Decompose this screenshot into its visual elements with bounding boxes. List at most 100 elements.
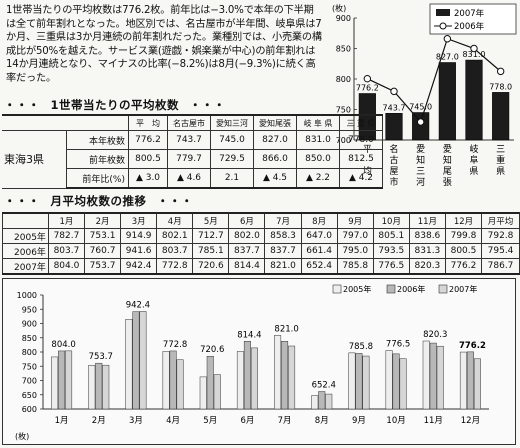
table-row: 2007年 804.0 753.7 942.4 772.8 720.6 814.4 821.0… — [2, 258, 520, 275]
table-cell: ▲ 4.2 — [339, 168, 383, 189]
x-category-label: 県 — [496, 166, 505, 177]
table-row: 2005年 782.7 753.1 914.9 802.1 712.7 802.0 858.3… — [2, 228, 520, 244]
bar-2006 — [466, 351, 474, 410]
data-label: 820.3 — [423, 330, 447, 340]
legend-label-2006: 2006年 — [454, 21, 485, 32]
table-cell: 799.8 — [444, 228, 483, 244]
table-cell: 753.1 — [84, 228, 122, 244]
y-unit-label: (枚) — [332, 3, 346, 13]
monthly-average-chart: 600 650 700 750 800 850 900 950 1000 (枚) 804.0 1月 75… — [15, 284, 489, 441]
table-cell: 795.4 — [481, 243, 520, 259]
bar-2006 — [58, 350, 66, 410]
row-label: 2005年 — [2, 228, 49, 244]
x-category-label: 6月 — [240, 416, 254, 426]
table-cell: 745.0 — [210, 130, 254, 150]
x-category-label: 9月 — [352, 416, 366, 426]
y-tick-label: 700 — [22, 377, 37, 386]
x-category-label: 三 — [416, 167, 425, 177]
x-category-label: 古 — [389, 154, 398, 166]
data-label: 776.2 — [459, 341, 486, 351]
bar-2005 — [199, 376, 207, 410]
data-label: 745.0 — [409, 103, 432, 112]
table-cell: 785.8 — [336, 258, 374, 275]
bar-2005 — [51, 356, 59, 410]
table-cell: 803.7 — [156, 243, 194, 259]
legend-label-2006年: 2006年 — [397, 284, 425, 294]
x-category-label: 三 — [496, 145, 505, 155]
legend-label-2005年: 2005年 — [343, 284, 371, 294]
column-header: 9月 — [336, 212, 374, 229]
column-header: 岐 阜 県 — [296, 114, 340, 131]
data-label: 772.8 — [163, 340, 187, 350]
bar-2007 — [362, 355, 370, 410]
table-cell: 786.7 — [481, 258, 520, 275]
legend-swatch-2006年 — [386, 284, 396, 294]
table-cell: 850.0 — [296, 149, 340, 169]
section-heading-monthly-trend: ・・・ 月平均枚数の推移 ・・・ — [4, 193, 193, 209]
x-category-label: 1月 — [55, 416, 69, 426]
bar-2005 — [311, 395, 319, 410]
legend-swatch-2007 — [436, 9, 450, 16]
column-header: 名古屋市 — [167, 114, 211, 131]
table-row: 前年比(%) ▲ 3.0 ▲ 4.6 2.1 ▲ 4.5 ▲ 2.2 ▲ 4.2 — [2, 168, 383, 189]
bar-2007 — [176, 359, 184, 410]
section-dots-left: ・・・ — [4, 194, 40, 208]
table-cell: 792.8 — [481, 228, 520, 244]
x-category-label: 岐 — [469, 143, 478, 155]
data-label: 743.7 — [383, 103, 406, 112]
bar-2006 — [132, 311, 140, 410]
table-cell: 831.3 — [408, 243, 446, 259]
column-header: 1月 — [47, 212, 86, 229]
monthly-chart-frame: 600 650 700 750 800 850 900 950 1000 (枚) 804.0 1月 75… — [2, 278, 516, 445]
group-label: 東海3県 — [2, 130, 67, 189]
bar-2005 — [88, 365, 96, 410]
table-cell: 779.7 — [167, 149, 211, 169]
table-cell: 800.5 — [128, 149, 168, 169]
x-category-label: 12月 — [461, 416, 480, 426]
x-category-label: 愛 — [443, 143, 452, 155]
x-category-label: 名 — [389, 143, 398, 155]
table-cell: 729.5 — [210, 149, 254, 169]
series-line-2006 — [367, 37, 502, 124]
data-label: 804.0 — [51, 340, 75, 350]
x-category-label: 張 — [443, 177, 452, 188]
column-header: 4月 — [156, 212, 194, 229]
bar-2007 — [213, 374, 221, 410]
x-category-label: 重 — [496, 154, 505, 166]
table-cell: 803.7 — [47, 243, 86, 259]
table-cell: 647.0 — [300, 228, 338, 244]
column-header: 愛知尾張 — [253, 114, 297, 131]
y-tick-label: 850 — [22, 334, 37, 343]
x-category-label: 知 — [443, 154, 452, 166]
bar-2007 — [412, 112, 430, 141]
bar-2005 — [125, 319, 133, 410]
data-label: 778.0 — [489, 82, 512, 91]
table-cell: 821.0 — [264, 258, 302, 275]
x-category-label: 河 — [416, 176, 425, 188]
column-header: 11月 — [408, 212, 446, 229]
bar-2006 — [281, 341, 289, 410]
bar-2007 — [288, 345, 296, 410]
table-cell: ▲ 3.0 — [128, 168, 168, 189]
column-header: 三 重 県 — [339, 114, 383, 131]
y-tick-label: 850 — [336, 45, 351, 54]
table-cell: 776.2 — [444, 258, 483, 275]
table-cell: 914.9 — [120, 228, 158, 244]
line-marker-2006 — [470, 44, 478, 53]
row-label: 前年枚数 — [66, 149, 129, 169]
table-cell: 782.7 — [47, 228, 86, 244]
table-row: 2006年 803.7 760.7 941.6 803.7 785.1 837.7 837.7… — [2, 243, 520, 259]
column-header: 10月 — [372, 212, 410, 229]
legend-marker-2006 — [439, 22, 447, 30]
data-label: 776.5 — [386, 340, 410, 350]
table-header-row: 1月 2月 3月 4月 5月 6月 7月 8月 9月 10月 11月 12月 月平均 — [2, 212, 520, 229]
bar-2007 — [325, 393, 333, 410]
column-header: 月平均 — [481, 212, 520, 229]
line-marker-2006 — [443, 35, 452, 43]
column-header: 6月 — [228, 212, 266, 229]
table-cell: 720.6 — [192, 258, 230, 275]
table-cell: 814.4 — [228, 258, 266, 275]
bar-2007 — [65, 350, 73, 410]
table-cell: 942.4 — [120, 258, 158, 275]
y-tick-label: 800 — [22, 348, 37, 357]
